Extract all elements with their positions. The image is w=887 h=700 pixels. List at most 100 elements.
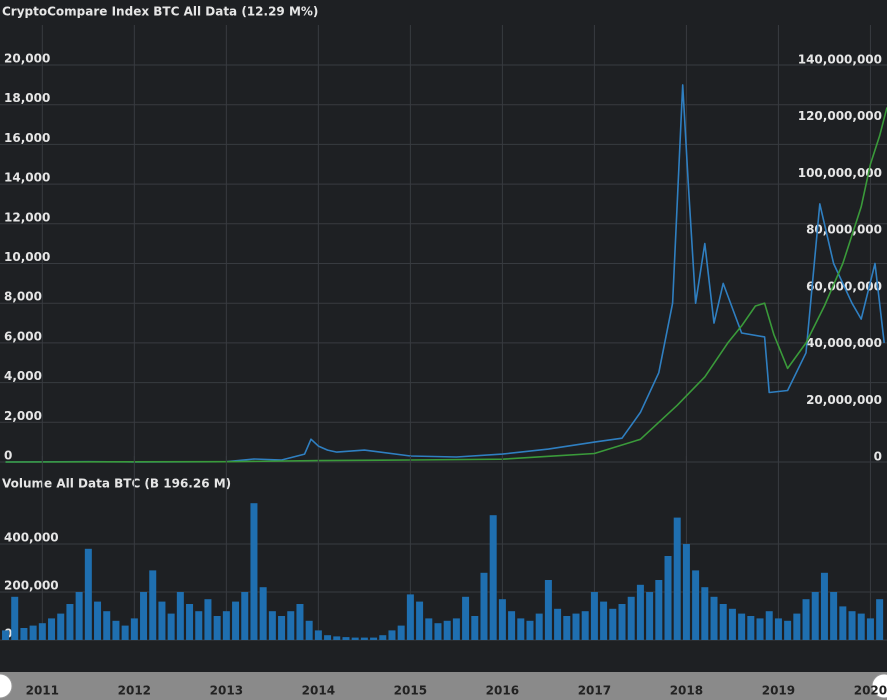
price-title: CryptoCompare Index BTC All Data (12.29 … [2,5,318,19]
volume-bar [572,613,580,640]
navigator[interactable]: 2011 2012 2013 2014 2015 2016 2017 2018 2019 2020 [0,672,887,700]
volume-bar [57,613,65,640]
volume-bar [324,635,332,640]
volume-bar [563,616,571,640]
x-tick-label: 2020 [854,684,887,698]
y-tick-label: 20,000 [4,52,50,66]
volume-bar [471,616,479,640]
volume-bar [692,570,700,640]
volume-bar [241,592,249,640]
volume-bar [388,630,396,640]
volume-bar [149,570,157,640]
volume-bar [259,587,267,640]
y-tick-label: 4,000 [4,369,42,383]
volume-bar [857,613,865,640]
volume-bar [728,608,736,640]
volume-title: Volume All Data BTC (B 196.26 M) [2,477,231,491]
x-tick-label: 2012 [118,684,151,698]
volume-bar [397,625,405,640]
volume-bar [66,604,74,640]
volume-bar [627,596,635,640]
volume-bar [811,592,819,640]
y-tick-label: 18,000 [4,91,50,105]
volume-bar [406,594,414,640]
volume-bar [268,611,276,640]
navigator-band [0,672,887,700]
x-tick-label: 2011 [26,684,59,698]
series-line [5,84,885,463]
volume-bar [250,503,258,640]
volume-bar [342,637,350,640]
volume-bar [609,608,617,640]
volume-bar [747,616,755,640]
volume-bar [158,601,166,640]
volume-bar [600,601,608,640]
volume-bar [370,637,378,640]
volume-bar [544,580,552,640]
volume-bar [130,618,138,640]
volume-bar [84,548,92,640]
volume-bar [848,611,856,640]
x-tick-label: 2015 [394,684,427,698]
volume-bar [213,616,221,640]
volume-bar [480,572,488,640]
volume-bar [784,620,792,640]
volume-bar [2,630,10,640]
y2-tick-label: 0 [874,450,882,464]
navigator-handle[interactable] [871,673,887,699]
volume-bar [103,611,111,640]
volume-bar [38,623,46,640]
volume-bar [710,596,718,640]
y-tick-label: 12,000 [4,210,50,224]
volume-bar [498,599,506,640]
volume-bar [140,592,148,640]
y-tick-label: 8,000 [4,290,42,304]
volume-bar [222,611,230,640]
volume-bar [820,572,828,640]
volume-bar [489,515,497,640]
y2-tick-label: 140,000,000 [798,53,882,67]
x-tick-label: 2016 [486,684,519,698]
volume-bar [581,611,589,640]
volume-bar [278,616,286,640]
x-tick-label: 2018 [670,684,703,698]
volume-bar [112,620,120,640]
volume-bar [94,601,102,640]
volume-bar [590,592,598,640]
x-tick-label: 2014 [302,684,335,698]
volume-bar [526,620,534,640]
volume-bar [314,630,322,640]
volume-bar [682,544,690,640]
volume-bar [774,618,782,640]
volume-bar [793,613,801,640]
volume-bar [379,635,387,640]
volume-bar [29,625,37,640]
volume-bar [75,592,83,640]
y-tick-label: 10,000 [4,250,50,264]
volume-bar [452,618,460,640]
volume-bar [876,599,884,640]
x-tick-label: 2013 [210,684,243,698]
volume-bar [618,604,626,640]
volume-bar [839,606,847,640]
volume-bar [664,556,672,640]
volume-bar [866,618,874,640]
volume-bar [646,592,654,640]
navigator-handle[interactable] [0,673,13,699]
volume-bar [351,637,359,640]
volume-bar [333,636,341,640]
series-line [5,107,887,463]
volume-bar [305,620,313,640]
y-tick-label: 14,000 [4,171,50,185]
volume-bar [121,625,129,640]
y-tick-label: 0 [4,449,12,463]
volume-bar [287,611,295,640]
volume-bar [508,611,516,640]
volume-bar [443,620,451,640]
volume-bar [204,599,212,640]
y-tick-label: 6,000 [4,329,42,343]
y2-tick-label: 100,000,000 [798,166,882,180]
y-tick-label: 400,000 [4,531,59,545]
